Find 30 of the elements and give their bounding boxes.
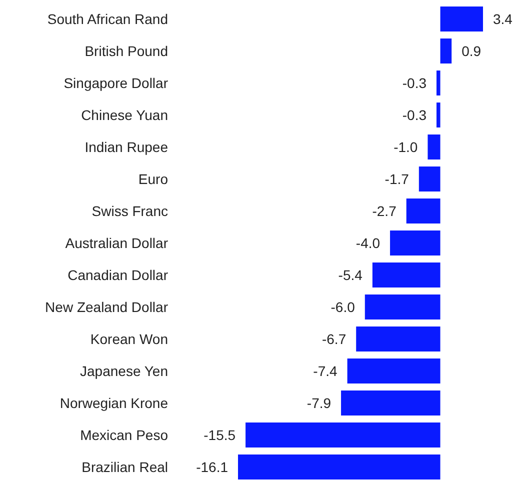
data-label: -0.3 <box>402 75 427 91</box>
data-label: -1.0 <box>394 139 418 155</box>
y-tick-label: Euro <box>138 171 168 187</box>
y-tick-label: Norwegian Krone <box>60 395 168 411</box>
y-tick-label: Swiss Franc <box>92 203 168 219</box>
data-label: -7.4 <box>313 363 338 379</box>
y-tick-label: British Pound <box>84 43 168 59</box>
y-tick-label: New Zealand Dollar <box>45 299 168 315</box>
data-label: -2.7 <box>372 203 397 219</box>
y-tick-label: Japanese Yen <box>80 363 168 379</box>
data-label: -15.5 <box>204 427 236 443</box>
data-label: -1.7 <box>384 171 410 187</box>
data-label: -7.9 <box>306 395 332 411</box>
y-tick-label: Chinese Yuan <box>81 107 168 123</box>
y-tick-label: Australian Dollar <box>65 235 168 251</box>
y-tick-label: South African Rand <box>47 11 168 27</box>
y-tick-label: Mexican Peso <box>80 427 168 443</box>
data-label: -16.1 <box>196 459 228 475</box>
data-label: -0.3 <box>402 107 427 123</box>
y-tick-label: Singapore Dollar <box>64 75 168 91</box>
data-label: -6.0 <box>330 299 356 315</box>
data-label: -4.0 <box>356 235 380 251</box>
y-tick-label: Canadian Dollar <box>68 267 168 283</box>
data-label: -5.4 <box>338 267 363 283</box>
y-tick-label: Indian Rupee <box>84 139 168 155</box>
data-label: 3.4 <box>493 11 513 27</box>
y-tick-label: Korean Won <box>90 331 168 347</box>
data-label: -6.7 <box>322 331 346 347</box>
y-tick-label: Brazilian Real <box>82 459 168 475</box>
data-label: 0.9 <box>462 43 482 59</box>
